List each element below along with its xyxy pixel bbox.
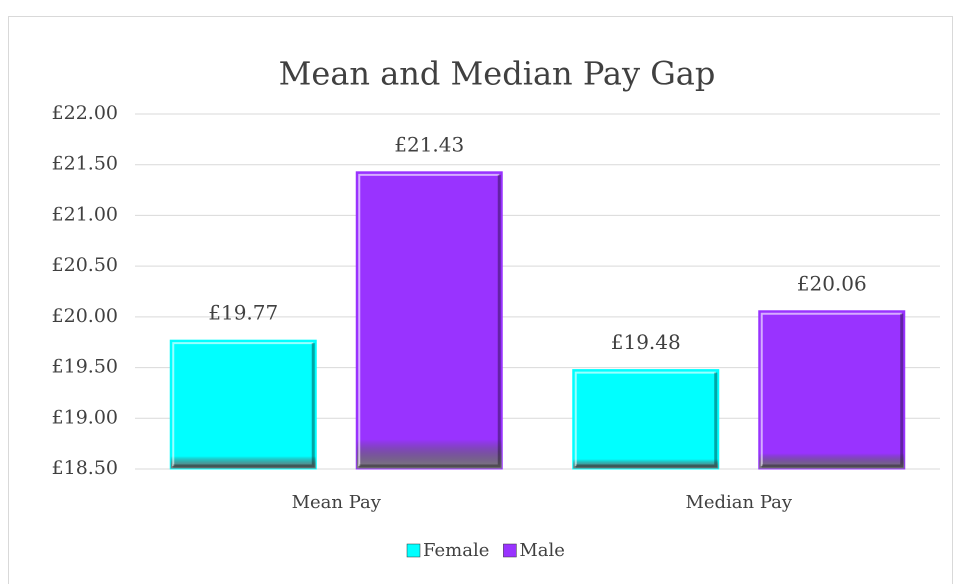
data-label: £20.06 — [797, 271, 867, 295]
bar — [572, 369, 720, 470]
legend-swatch — [503, 543, 517, 558]
x-tick-label: Median Pay — [685, 492, 792, 513]
bar-group — [572, 369, 720, 470]
y-tick-label: £18.50 — [52, 457, 118, 479]
y-tick-label: £21.50 — [52, 153, 118, 175]
data-label: £21.43 — [394, 132, 464, 156]
legend-swatch — [406, 543, 421, 558]
bar — [169, 339, 317, 470]
chart-title: Mean and Median Pay Gap — [279, 55, 716, 93]
legend-label: Female — [423, 540, 489, 561]
bar-group — [169, 339, 317, 470]
y-tick-label: £22.00 — [52, 102, 118, 124]
bar-group — [758, 310, 906, 470]
bar-group — [355, 171, 503, 470]
bar — [355, 171, 503, 470]
y-tick-label: £19.50 — [52, 356, 118, 378]
x-tick-label: Mean Pay — [292, 492, 382, 513]
y-tick-label: £19.00 — [52, 406, 118, 428]
bar — [758, 310, 906, 470]
data-label: £19.48 — [611, 330, 681, 354]
y-tick-label: £20.50 — [52, 254, 118, 276]
y-tick-label: £21.00 — [52, 203, 118, 225]
legend-label: Male — [519, 540, 565, 561]
data-label: £19.77 — [208, 301, 278, 325]
y-tick-label: £20.00 — [52, 305, 118, 327]
